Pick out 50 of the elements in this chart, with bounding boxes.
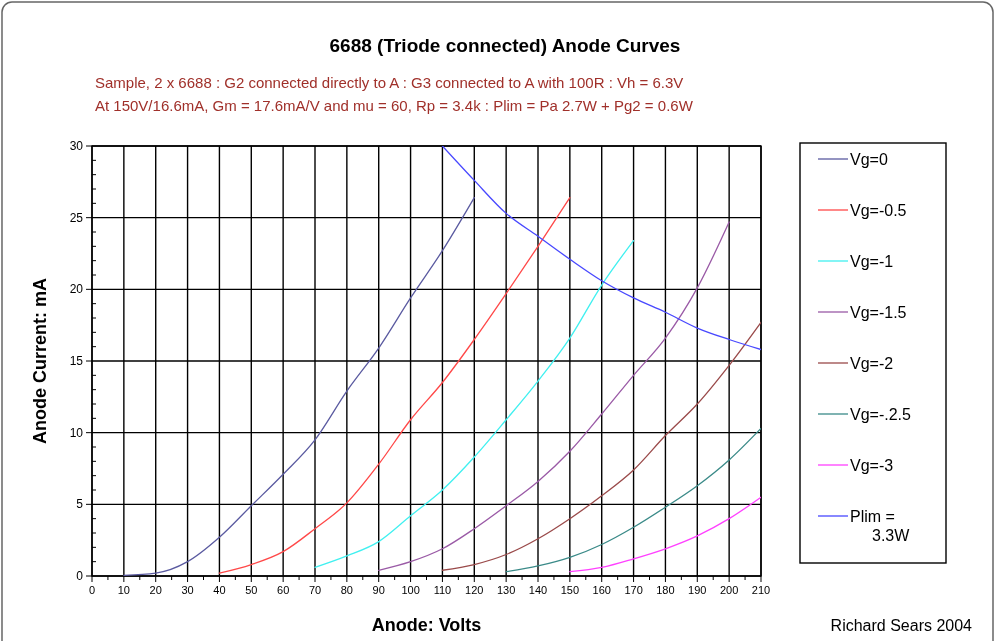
line-series	[569, 496, 761, 573]
x-tick-label: 160	[592, 584, 611, 596]
x-tick-label: 30	[181, 584, 194, 596]
y-tick-label: 20	[69, 282, 84, 297]
x-tick-label: 50	[245, 584, 258, 596]
y-tick-label: 15	[69, 354, 84, 368]
x-tick-label: 120	[465, 584, 484, 596]
x-tick-label: 60	[277, 584, 290, 596]
x-tick-label: 200	[719, 584, 739, 596]
x-tick-label: 20	[149, 584, 162, 596]
x-tick-label: 180	[656, 584, 675, 596]
x-tick-label: 70	[308, 584, 322, 596]
x-tick-label: 110	[433, 584, 452, 596]
x-tick-label: 170	[624, 584, 643, 596]
line-series	[218, 196, 571, 574]
legend-label: Plim = 3.3W	[850, 508, 911, 544]
line-series	[441, 321, 761, 571]
y-tick-label: 0	[76, 569, 84, 583]
legend-label: Vg=-1.5	[850, 304, 907, 321]
x-tick-label: 80	[340, 584, 353, 596]
legend-label: Vg=-3	[850, 457, 894, 474]
y-tick-label: 10	[69, 425, 84, 440]
x-tick-label: 90	[372, 584, 385, 596]
line-series	[123, 196, 475, 576]
x-tick-label: 40	[213, 584, 226, 596]
line-series	[314, 239, 635, 569]
chart-title: 6688 (Triode connected) Anode Curves	[329, 35, 681, 56]
x-tick-label: 210	[751, 584, 771, 596]
legend-label: Vg=-0.5	[850, 202, 907, 219]
x-tick-label: 0	[88, 584, 96, 596]
y-axis-title: Anode Current: mA	[30, 278, 50, 444]
x-tick-label: 10	[117, 584, 130, 596]
x-tick-label: 100	[401, 584, 420, 596]
y-tick-label: 5	[76, 497, 84, 512]
line-series	[505, 427, 761, 573]
x-axis-title: Anode: Volts	[371, 615, 482, 635]
y-tick-label: 25	[69, 210, 84, 225]
legend-label: Vg=0	[850, 151, 888, 168]
text: Richard Sears 2004	[830, 617, 973, 634]
x-tick-label: 140	[528, 584, 548, 596]
line-series	[378, 221, 730, 571]
line-series	[441, 146, 761, 351]
x-tick-label: 150	[560, 584, 580, 596]
legend-label: Vg=-2	[850, 355, 894, 372]
legend-label: Vg=-.2.5	[850, 406, 912, 423]
y-tick-label: 30	[69, 139, 84, 153]
x-tick-label: 130	[496, 584, 516, 596]
x-tick-label: 190	[688, 584, 707, 596]
chart-subtitle: Sample, 2 x 6688 : G2 connected directly to A : G3 connected to A with 100R : Vh = 6.3V At 150V/16.6mA, Gm = 17.6mA/V and mu = 60, Rp = 3.4k : Plim = Pa 2.7W + Pg2 = 0.6W	[95, 74, 694, 114]
legend-label: Vg=-1	[850, 253, 894, 270]
